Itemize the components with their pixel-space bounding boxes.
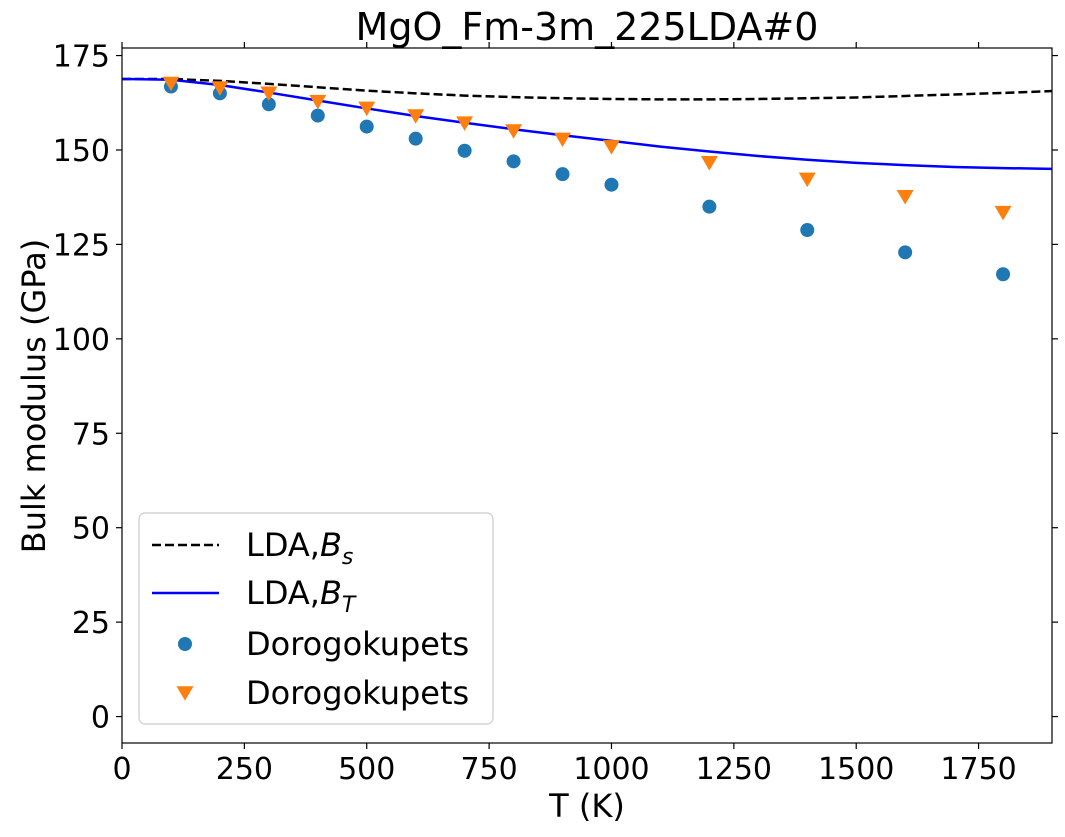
data-point xyxy=(996,267,1011,282)
data-point xyxy=(554,132,572,148)
data-point xyxy=(505,124,523,139)
legend-label: Dorogokupets xyxy=(246,674,469,712)
data-point xyxy=(456,116,474,131)
x-tick-label: 250 xyxy=(216,752,273,787)
y-tick-label: 25 xyxy=(72,606,110,641)
legend-label-symbol: B xyxy=(320,526,342,564)
y-tick-label: 175 xyxy=(53,40,110,75)
data-point xyxy=(407,109,425,124)
data-point xyxy=(994,205,1012,221)
series-line xyxy=(122,77,1053,101)
data-point xyxy=(702,199,717,214)
x-tick-label: 1500 xyxy=(818,752,894,787)
data-point xyxy=(211,81,229,96)
legend-label-text: LDA, xyxy=(246,526,320,564)
legend-label-symbol: B xyxy=(320,574,342,612)
x-axis-ticks: 0 250 500 750 1000 1250 1500 1750 xyxy=(112,42,1017,787)
data-point xyxy=(408,131,423,146)
legend-label-text: LDA, xyxy=(246,574,320,612)
data-point xyxy=(309,94,327,110)
x-tick-label: 0 xyxy=(112,752,131,787)
x-tick-label: 500 xyxy=(338,752,395,787)
plot-frame xyxy=(121,47,1053,744)
data-point xyxy=(800,223,815,238)
x-tick-label: 1250 xyxy=(696,752,772,787)
data-point xyxy=(359,119,374,134)
data-point xyxy=(310,108,325,123)
series-layer xyxy=(121,76,1053,282)
legend-label: Dorogokupets xyxy=(246,625,469,663)
legend-label-subscript: s xyxy=(342,545,353,570)
legend-label: LDA,BT xyxy=(246,574,357,618)
series-line xyxy=(121,77,1053,171)
data-point xyxy=(700,156,718,171)
legend-label-subscript: T xyxy=(342,593,357,618)
series-3 xyxy=(162,76,1012,221)
data-point xyxy=(604,177,619,192)
y-axis-label: Bulk modulus (GPa) xyxy=(15,239,53,553)
series-0 xyxy=(122,77,1053,101)
y-tick-label: 75 xyxy=(72,417,110,452)
data-point xyxy=(162,76,180,92)
x-tick-label: 1750 xyxy=(940,752,1016,787)
data-point xyxy=(898,245,913,260)
y-tick-label: 150 xyxy=(53,134,110,169)
y-axis-ticks: 0 25 50 75 100 125 150 175 xyxy=(53,40,1058,736)
y-tick-label: 0 xyxy=(91,701,110,736)
legend-marker-swatch xyxy=(176,686,194,701)
legend-marker-swatch xyxy=(178,637,192,651)
legend-box xyxy=(138,512,494,725)
y-tick-label: 50 xyxy=(72,512,110,547)
data-point xyxy=(798,172,816,188)
legend-label: LDA,Bs xyxy=(246,526,353,570)
data-point xyxy=(555,167,570,182)
data-point xyxy=(506,154,521,169)
y-tick-label: 125 xyxy=(53,228,110,263)
chart-title: MgO_Fm-3m_225LDA#0 xyxy=(356,5,819,49)
data-point xyxy=(260,86,278,101)
data-point xyxy=(602,140,620,155)
data-point xyxy=(896,190,914,205)
plot-area: 0 250 500 750 1000 1250 1500 1750 0 25 50 75 100 125… xyxy=(53,40,1058,787)
data-point xyxy=(457,143,472,158)
data-point xyxy=(261,97,276,112)
y-tick-label: 100 xyxy=(53,323,110,358)
x-tick-label: 1000 xyxy=(573,752,649,787)
data-point xyxy=(358,101,376,117)
x-tick-label: 750 xyxy=(460,752,517,787)
series-1 xyxy=(121,77,1053,171)
x-axis-label: T (K) xyxy=(548,787,625,825)
